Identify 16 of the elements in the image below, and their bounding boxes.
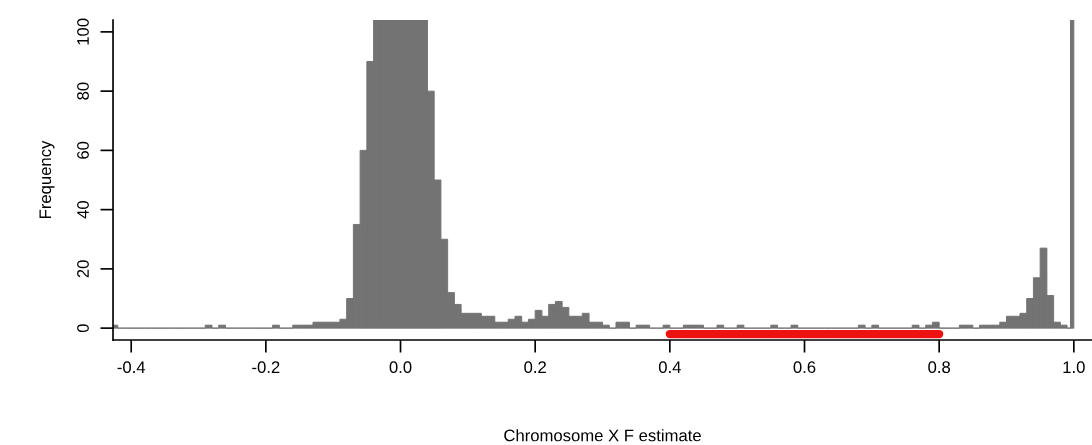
y-tick-label: 20	[77, 260, 89, 278]
x-tick-label: 1.0	[1063, 361, 1085, 374]
x-tick-label: 0.4	[658, 361, 681, 374]
x-tick-label: 0.6	[793, 361, 816, 374]
x-tick-label: 0.8	[928, 361, 951, 374]
x-axis-title: Chromosome X F estimate	[504, 429, 701, 442]
x-tick-label: -0.2	[252, 361, 280, 374]
y-axis-title: Frequency	[39, 140, 55, 218]
y-tick-label: 0	[77, 324, 89, 333]
x-tick-label: -0.4	[117, 361, 146, 374]
y-tick-label: 80	[77, 82, 89, 100]
y-tick-label: 100	[77, 18, 89, 45]
y-tick-label: 60	[77, 141, 89, 159]
x-tick-label: 0.0	[389, 361, 412, 374]
x-tick-label: 0.2	[524, 361, 546, 374]
y-tick-label: 40	[77, 201, 89, 219]
